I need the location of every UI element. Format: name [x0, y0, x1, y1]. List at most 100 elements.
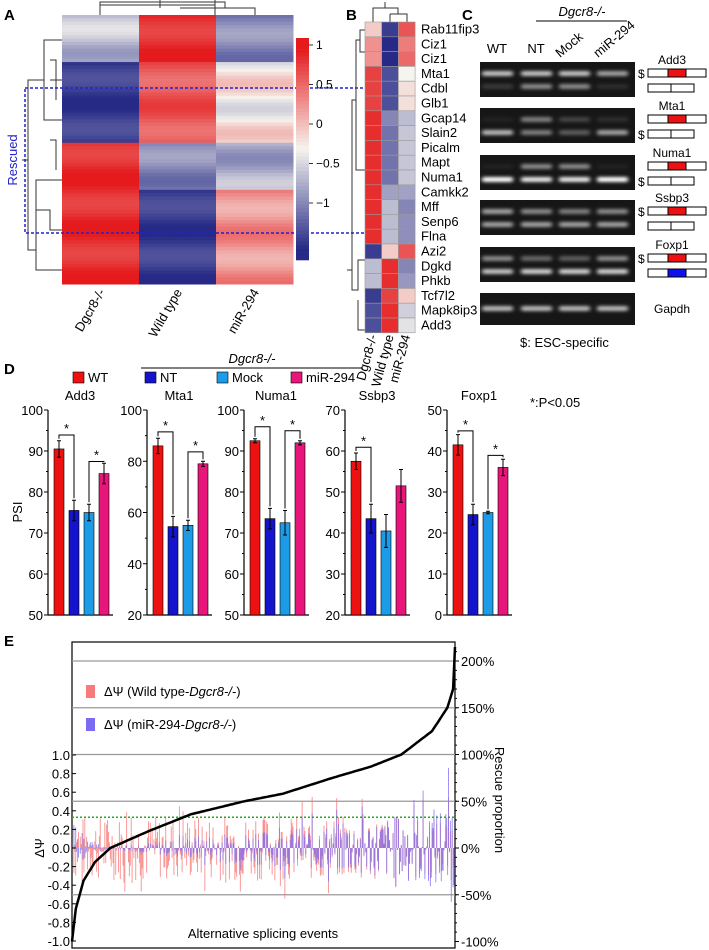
gel-band [559, 209, 590, 214]
heatmap-cell [216, 186, 294, 191]
gel-band [559, 130, 590, 135]
heatmap-cell [62, 119, 140, 124]
y-tick-label: 40 [326, 526, 340, 541]
gel-band [559, 269, 590, 274]
heatmap-cell [62, 68, 140, 73]
heatmap-cell [398, 288, 416, 304]
colorbar-segment [296, 149, 309, 153]
colorbar-segment [296, 226, 309, 231]
colorbar-segment [296, 219, 309, 224]
heatmap-cell [398, 273, 416, 289]
right-tick-label: -50% [461, 888, 492, 903]
heatmap-cell [62, 28, 140, 33]
colorbar-segment [296, 97, 309, 102]
heatmap-cell [364, 66, 383, 82]
heatmap-cell [139, 213, 217, 218]
gel-band [597, 209, 628, 214]
panel-d-bar-charts: WT NT Mock miR-294 Dgcr8-/- *:P<0.05 PSI Add3 50… [10, 351, 580, 623]
y-tick-label: 0.4 [52, 804, 70, 819]
heatmap-cell [364, 214, 383, 230]
heatmap-cell [62, 173, 140, 177]
heatmap-cell [364, 36, 383, 52]
gel-band [521, 117, 552, 122]
right-tick-label: 100% [461, 748, 495, 763]
significance-bracket [487, 454, 504, 510]
legend-swatch [290, 371, 303, 384]
heatmap-cell [62, 156, 140, 161]
lane-label: NT [527, 41, 544, 56]
heatmap-cell [62, 226, 140, 231]
heatmap-cell [139, 51, 217, 56]
heatmap-cell [216, 25, 294, 29]
colorbar-segment [296, 178, 309, 183]
bar [167, 526, 179, 616]
heatmap-cell [62, 267, 140, 272]
gene-label: Add3 [421, 318, 451, 333]
heatmap-cell [216, 41, 294, 46]
heatmap-cell [62, 220, 140, 224]
colorbar-segment [296, 230, 309, 235]
heatmap-cell [216, 270, 294, 275]
gene-label: Numa1 [421, 170, 463, 185]
significance-bracket [254, 426, 271, 507]
heatmap-cell [381, 302, 399, 319]
colorbar-segment [296, 156, 309, 161]
heatmap-cell [62, 102, 140, 107]
gene-label: Dgkd [421, 258, 451, 273]
heatmap-cell [139, 55, 217, 60]
gel-band [597, 117, 628, 122]
heatmap-cell [398, 51, 416, 67]
gene-label: Picalm [421, 140, 460, 155]
chart-title: Numa1 [255, 388, 297, 403]
heatmap-cell [139, 176, 217, 181]
alternative-exon [667, 253, 687, 263]
gel-band [559, 256, 590, 261]
error-bar [298, 440, 302, 446]
heatmap-cell [139, 58, 217, 63]
heatmap-cell [216, 220, 294, 224]
heatmap-cell [381, 125, 399, 141]
colorbar-segment [296, 248, 309, 253]
heatmap-cell [381, 184, 399, 200]
heatmap-cell [216, 28, 294, 33]
heatmap-cell [62, 179, 140, 184]
heatmap-cell [364, 273, 383, 289]
colorbar-tick-label: 0 [316, 117, 323, 131]
colorbar-segment [296, 186, 309, 190]
heatmap-cell [62, 240, 140, 245]
error-bar [369, 503, 373, 534]
heatmap-cell [62, 193, 140, 198]
heatmap-cell [62, 58, 140, 63]
gel-band [559, 71, 590, 76]
significance-star: * [361, 433, 366, 448]
heatmap-cell [216, 68, 294, 73]
heatmap-cell [62, 199, 140, 204]
heatmap-cell [139, 230, 217, 235]
heatmap-cell [62, 273, 140, 278]
colorbar-segment [296, 49, 309, 54]
y-tick-label: 50 [326, 485, 340, 500]
heatmap-cell [139, 152, 217, 157]
gel-band [597, 84, 628, 89]
heatmap-cell [364, 140, 383, 156]
panel-label-e: E [4, 633, 14, 650]
significance-bracket [58, 434, 75, 499]
heatmap-cell [398, 258, 416, 274]
legend-swatch [86, 685, 95, 698]
heatmap-cell [62, 112, 140, 117]
heatmap-cell [139, 112, 217, 117]
heatmap-cell [62, 149, 140, 154]
heatmap-cell [62, 99, 140, 103]
panel-label-b: B [346, 7, 357, 24]
heatmap-cell [139, 139, 217, 144]
heatmap-cell [139, 45, 217, 50]
heatmap-cell [139, 210, 217, 214]
legend-text-part: ) [236, 684, 240, 699]
heatmap-cell [139, 169, 217, 174]
colorbar-tick-label: 1 [316, 38, 323, 52]
heatmap-cell [139, 247, 217, 251]
gel-image [480, 108, 635, 143]
heatmap-cell [381, 243, 399, 260]
colorbar-segment [296, 145, 309, 150]
